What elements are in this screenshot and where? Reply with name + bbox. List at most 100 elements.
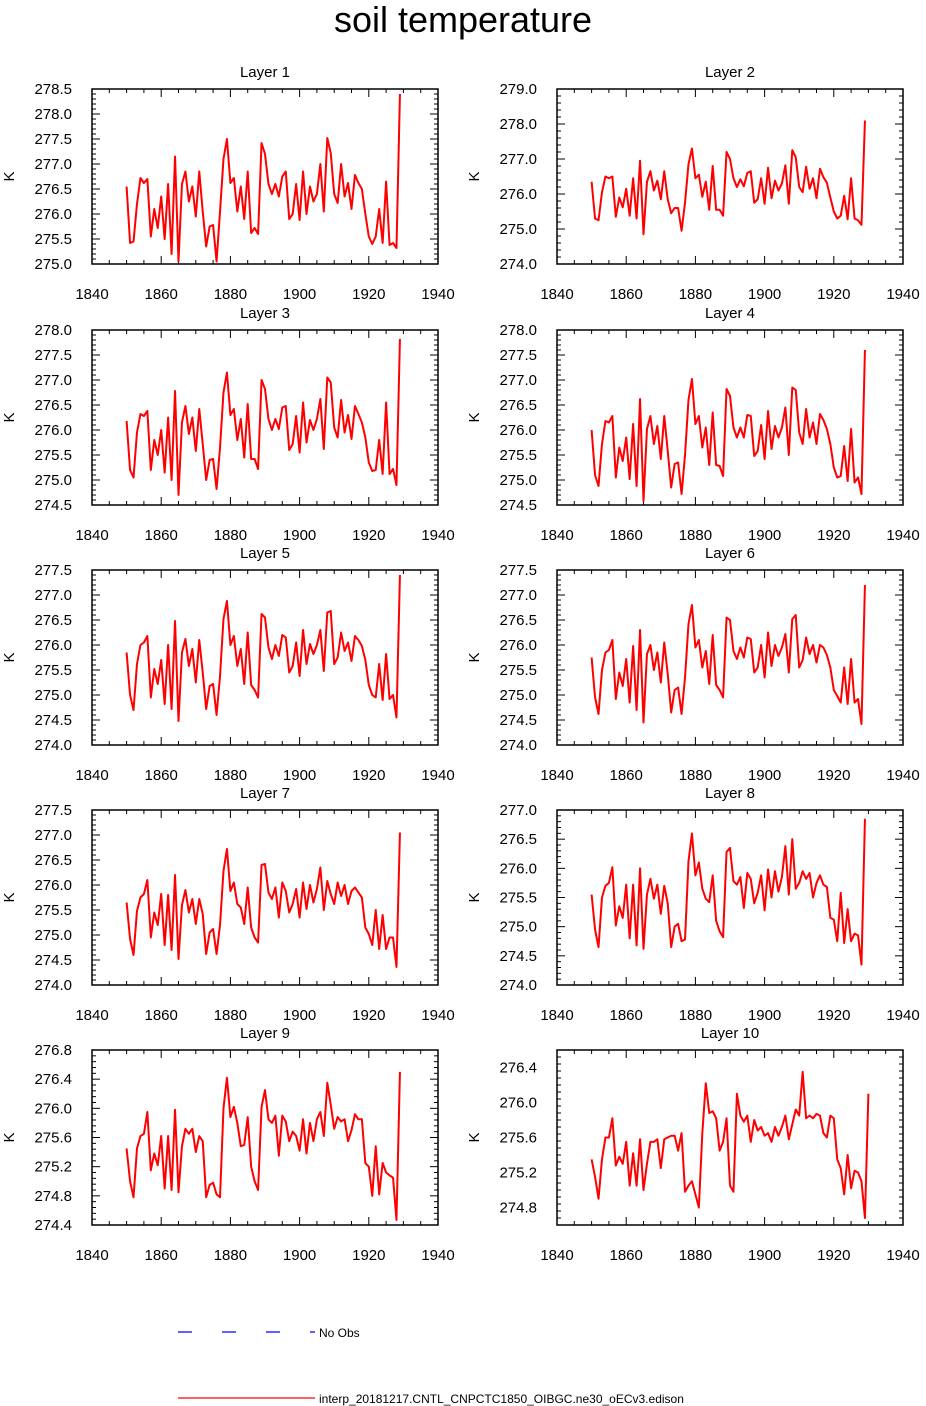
x-tick-label: 1920: [817, 527, 850, 544]
series-line: [590, 584, 866, 725]
x-tick-label: 1840: [540, 527, 573, 544]
y-tick-label: 277.5: [499, 562, 537, 579]
panel-title: Layer 2: [705, 64, 755, 81]
x-tick-label: 1920: [817, 286, 850, 303]
y-tick-label: 277.5: [499, 347, 537, 364]
x-tick-label: 1940: [886, 1007, 919, 1024]
y-tick-label: 277.0: [34, 827, 72, 844]
y-tick-label: 274.8: [499, 1200, 537, 1217]
panel-layer-2: Layer 2 K 1840 1860 1880 1900 1920 1940 274.0 275…: [466, 64, 920, 303]
x-tick-label: 1940: [421, 286, 454, 303]
y-axis-label: K: [466, 892, 483, 902]
y-tick-label: 278.0: [499, 116, 537, 133]
y-tick-label: 276.0: [34, 637, 72, 654]
legend-model-label: interp_20181217.CNTL_CNPCTC1850_OIBGC.ne…: [319, 1392, 684, 1406]
x-tick-label: 1880: [679, 1247, 712, 1264]
y-tick-label: 275.6: [499, 1130, 537, 1147]
y-axis-label: K: [466, 652, 483, 662]
x-tick-label: 1840: [540, 1007, 573, 1024]
x-tick-label: 1900: [748, 767, 781, 784]
x-tick-label: 1860: [145, 767, 178, 784]
x-tick-label: 1860: [610, 527, 643, 544]
panel-layer-9: Layer 9 K 1840 1860 1880 1900 1920 1940 274.4 274…: [1, 1025, 455, 1264]
y-tick-label: 276.5: [34, 397, 72, 414]
x-tick-label: 1840: [75, 527, 108, 544]
x-tick-label: 1900: [283, 286, 316, 303]
x-tick-label: 1900: [283, 527, 316, 544]
x-tick-label: 1860: [145, 1007, 178, 1024]
plot-frame: [556, 1049, 904, 1226]
y-tick-label: 274.5: [499, 712, 537, 729]
x-tick-label: 1940: [886, 527, 919, 544]
y-axis-label: K: [1, 652, 18, 662]
plot-frame: [556, 809, 904, 986]
series-line: [125, 832, 401, 968]
y-tick-label: 277.0: [499, 372, 537, 389]
panel-title: Layer 9: [240, 1025, 290, 1042]
panel-layer-10: Layer 10 K 1840 1860 1880 1900 1920 1940 274.8 27…: [466, 1025, 920, 1264]
y-tick-label: 274.5: [34, 952, 72, 969]
y-tick-label: 275.0: [34, 687, 72, 704]
x-tick-label: 1920: [352, 1007, 385, 1024]
plot-frame: [556, 88, 904, 265]
panel-layer-3: Layer 3 K 1840 1860 1880 1900 1920 1940 274.5 275…: [1, 305, 455, 544]
y-tick-label: 275.0: [499, 221, 537, 238]
y-tick-label: 275.5: [34, 231, 72, 248]
y-tick-label: 275.5: [499, 662, 537, 679]
x-tick-label: 1860: [610, 286, 643, 303]
series-line: [590, 349, 866, 502]
y-tick-label: 274.8: [34, 1188, 72, 1205]
panel-title: Layer 8: [705, 785, 755, 802]
x-tick-label: 1860: [610, 1247, 643, 1264]
panel-layer-8: Layer 8 K 1840 1860 1880 1900 1920 1940 274.0 274…: [466, 785, 920, 1024]
figure-title: soil temperature: [333, 0, 593, 40]
panel-title: Layer 10: [701, 1025, 759, 1042]
y-tick-label: 275.0: [34, 927, 72, 944]
y-tick-label: 274.4: [34, 1217, 72, 1234]
x-tick-label: 1860: [610, 767, 643, 784]
y-tick-label: 274.0: [499, 737, 537, 754]
series-line: [590, 818, 866, 966]
x-tick-label: 1900: [283, 767, 316, 784]
panel-layer-1: Layer 1 K 1840 1860 1880 1900 1920 1940 275.0 275…: [1, 64, 455, 303]
x-tick-label: 1900: [748, 286, 781, 303]
x-tick-label: 1920: [817, 767, 850, 784]
y-tick-label: 277.0: [499, 587, 537, 604]
x-tick-label: 1880: [679, 767, 712, 784]
x-tick-label: 1880: [214, 1007, 247, 1024]
series-line: [125, 338, 401, 496]
x-tick-label: 1880: [214, 527, 247, 544]
x-tick-label: 1840: [540, 286, 573, 303]
y-axis-label: K: [466, 171, 483, 181]
x-tick-label: 1840: [75, 286, 108, 303]
y-tick-label: 277.0: [499, 151, 537, 168]
y-tick-label: 275.2: [34, 1159, 72, 1176]
x-tick-label: 1860: [145, 527, 178, 544]
x-tick-label: 1860: [610, 1007, 643, 1024]
y-tick-label: 276.4: [34, 1071, 72, 1088]
x-tick-label: 1900: [283, 1007, 316, 1024]
y-tick-label: 274.5: [499, 497, 537, 514]
series-line: [125, 93, 401, 263]
y-tick-label: 274.0: [34, 977, 72, 994]
y-tick-label: 276.5: [499, 397, 537, 414]
panel-title: Layer 1: [240, 64, 290, 81]
y-tick-label: 275.0: [499, 472, 537, 489]
y-axis-label: K: [466, 412, 483, 422]
x-tick-label: 1840: [75, 767, 108, 784]
x-tick-label: 1940: [421, 1007, 454, 1024]
panel-title: Layer 6: [705, 545, 755, 562]
y-tick-label: 275.5: [34, 902, 72, 919]
y-tick-label: 279.0: [499, 81, 537, 98]
x-tick-label: 1840: [75, 1247, 108, 1264]
y-tick-label: 275.2: [499, 1165, 537, 1182]
y-tick-label: 276.0: [499, 637, 537, 654]
legend-no-obs-label: No Obs: [319, 1326, 360, 1340]
y-tick-label: 276.5: [499, 831, 537, 848]
x-tick-label: 1940: [421, 1247, 454, 1264]
y-tick-label: 274.5: [34, 712, 72, 729]
y-axis-label: K: [466, 1132, 483, 1142]
panel-layer-4: Layer 4 K 1840 1860 1880 1900 1920 1940 274.5 275…: [466, 305, 920, 544]
y-axis-label: K: [1, 1132, 18, 1142]
